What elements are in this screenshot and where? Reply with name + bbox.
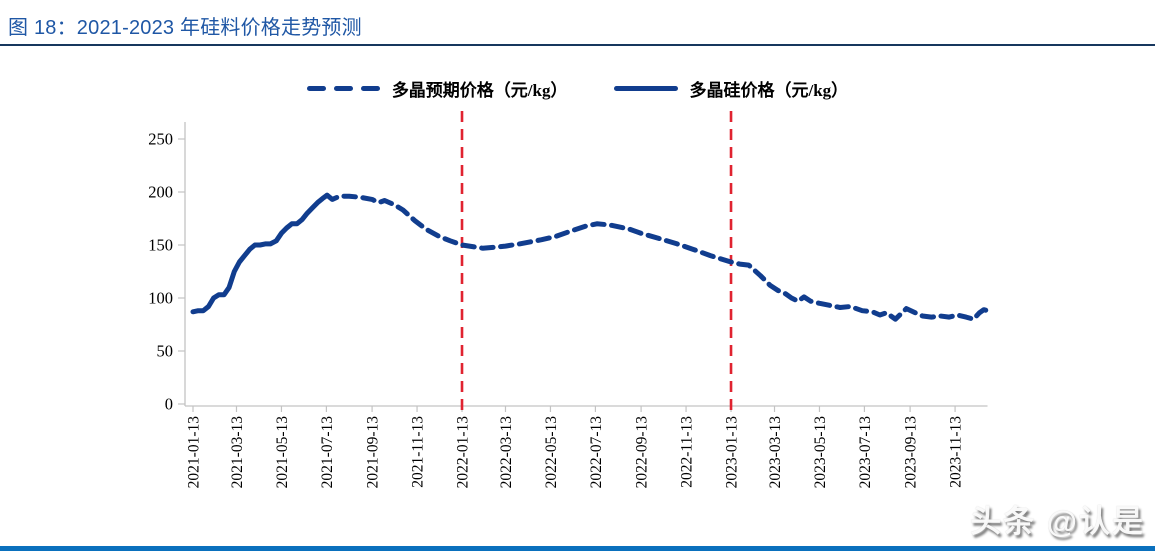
chart-legend: 多晶预期价格（元/kg） 多晶硅价格（元/kg）: [0, 76, 1155, 101]
x-tick-label: 2023-09-13: [903, 416, 920, 489]
y-tick-label: 0: [165, 395, 173, 414]
legend-label-forecast: 多晶预期价格（元/kg）: [391, 81, 568, 100]
bottom-accent-bar: [0, 546, 1155, 551]
y-tick-label: 50: [157, 342, 174, 361]
x-tick-label: 2021-03-13: [229, 416, 246, 489]
x-tick-label: 2021-11-13: [410, 416, 427, 488]
x-tick-label: 2022-01-13: [455, 416, 472, 489]
x-tick-label: 2022-05-13: [543, 416, 560, 489]
x-tick-label: 2021-09-13: [365, 416, 382, 489]
x-tick-label: 2023-01-13: [724, 416, 741, 489]
x-tick-label: 2023-11-13: [948, 416, 965, 488]
x-tick-label: 2023-07-13: [857, 416, 874, 489]
x-tick-label: 2021-07-13: [319, 416, 336, 489]
x-tick-label: 2022-03-13: [498, 416, 515, 489]
x-tick-label: 2022-09-13: [634, 416, 651, 489]
y-tick-label: 250: [148, 130, 173, 149]
x-tick-label: 2021-05-13: [274, 416, 291, 489]
series-line-forecast: [324, 192, 990, 322]
x-tick-label: 2021-01-13: [186, 416, 203, 489]
x-tick-label: 2022-07-13: [588, 416, 605, 489]
x-tick-label: 2023-03-13: [767, 416, 784, 489]
x-tick-label: 2023-05-13: [812, 416, 829, 489]
y-tick-label: 100: [148, 289, 173, 308]
y-tick-label: 200: [148, 183, 173, 202]
watermark: 头条 @认是: [970, 504, 1145, 539]
dashed-line-sample-icon: [306, 86, 380, 91]
x-tick-label: 2022-11-13: [679, 416, 696, 488]
title-divider: [0, 44, 1155, 46]
legend-item-actual: 多晶硅价格（元/kg）: [613, 76, 849, 101]
legend-label-actual: 多晶硅价格（元/kg）: [689, 81, 849, 100]
solid-line-sample-icon: [613, 86, 678, 91]
legend-item-forecast: 多晶预期价格（元/kg）: [306, 76, 568, 101]
series-line-actual: [190, 192, 330, 315]
y-tick-label: 150: [148, 236, 173, 255]
figure-title: 图 18：2021-2023 年硅料价格走势预测: [8, 17, 362, 39]
